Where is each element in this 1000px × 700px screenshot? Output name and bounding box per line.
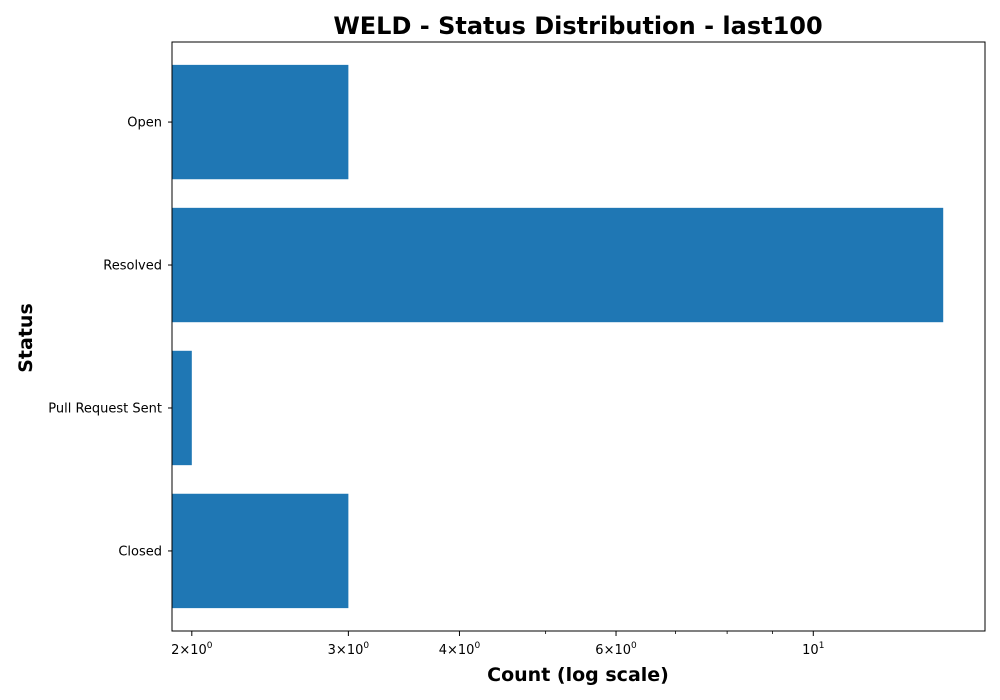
- y-tick-label: Open: [127, 116, 162, 131]
- bar-closed: [172, 493, 349, 609]
- bar-open: [172, 64, 349, 180]
- y-axis-label: Status: [15, 303, 37, 373]
- y-axis-ticks: Open Resolved Pull Request Sent Closed: [48, 116, 172, 559]
- y-tick-label: Resolved: [103, 259, 162, 274]
- plot-frame: [171, 41, 986, 632]
- x-axis-ticks: 2×100 3×100 4×100 6×100 101: [171, 631, 824, 658]
- bars-group: [172, 64, 944, 609]
- bar-resolved: [172, 207, 944, 323]
- y-tick-label: Closed: [118, 544, 162, 559]
- x-tick-label: 3×100: [328, 641, 370, 658]
- x-tick-label: 101: [802, 641, 824, 658]
- x-axis-label: Count (log scale): [487, 664, 669, 686]
- x-tick-label: 2×100: [171, 641, 213, 658]
- y-tick-label: Pull Request Sent: [48, 401, 162, 416]
- x-tick-label: 6×100: [595, 641, 637, 658]
- bar-pull-request-sent: [172, 350, 192, 466]
- x-tick-label: 4×100: [439, 641, 481, 658]
- chart-title: WELD - Status Distribution - last100: [333, 12, 822, 40]
